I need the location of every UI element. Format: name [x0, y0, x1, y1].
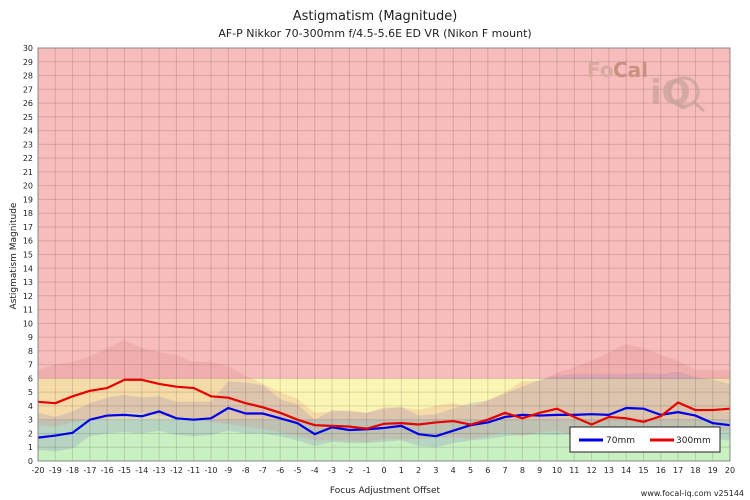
y-tick-25: 25 [23, 113, 33, 122]
y-tick-3: 3 [28, 416, 33, 425]
chart-subtitle: AF-P Nikkor 70-300mm f/4.5-5.6E ED VR (N… [218, 27, 531, 40]
band-70mm [38, 371, 730, 452]
x-tick-3: 3 [433, 466, 438, 475]
y-tick-12: 12 [23, 292, 33, 301]
x-tick-10: 10 [552, 466, 562, 475]
x-tick-20: 20 [725, 466, 735, 475]
legend-label-70mm: 70mm [606, 436, 635, 446]
y-tick-23: 23 [23, 140, 33, 149]
x-tick--9: -9 [224, 466, 232, 475]
y-tick-26: 26 [23, 99, 33, 108]
y-tick-20: 20 [23, 182, 33, 191]
y-tick-27: 27 [23, 85, 33, 94]
x-tick-5: 5 [468, 466, 473, 475]
series-bands [38, 339, 730, 452]
quality-zones [38, 48, 730, 461]
grid-lines [37, 47, 731, 462]
y-tick-8: 8 [28, 347, 33, 356]
x-tick--3: -3 [328, 466, 336, 475]
x-tick-7: 7 [503, 466, 508, 475]
x-tick--8: -8 [242, 466, 250, 475]
x-tick--17: -17 [83, 466, 96, 475]
x-tick--14: -14 [135, 466, 148, 475]
band-300mm [38, 339, 730, 442]
x-tick--10: -10 [204, 466, 217, 475]
y-tick-22: 22 [23, 154, 33, 163]
logo-text-fo: Fo [587, 58, 614, 82]
x-tick--19: -19 [49, 466, 62, 475]
x-tick-12: 12 [587, 466, 597, 475]
y-tick-28: 28 [23, 72, 33, 81]
x-tick--4: -4 [311, 466, 319, 475]
x-tick-2: 2 [416, 466, 421, 475]
x-tick--13: -13 [153, 466, 166, 475]
focal-iq-logo: Fo Cal iQ [587, 58, 706, 113]
y-tick-24: 24 [23, 127, 33, 136]
y-tick-10: 10 [23, 319, 33, 328]
legend-label-300mm: 300mm [676, 436, 711, 446]
y-tick-17: 17 [23, 223, 33, 232]
x-tick-19: 19 [708, 466, 718, 475]
y-tick-0: 0 [28, 457, 33, 466]
x-tick--7: -7 [259, 466, 267, 475]
series-line-70mm [37, 406, 731, 439]
y-tick-18: 18 [23, 209, 33, 218]
x-tick--18: -18 [66, 466, 79, 475]
x-tick--20: -20 [31, 466, 44, 475]
x-axis-ticks: -20 -19 -18 -17 -16 -15 -14 -13 -12 -11 -10 -9 -8 -7-… [31, 466, 735, 475]
y-tick-2: 2 [28, 429, 33, 438]
y-tick-30: 30 [23, 44, 33, 53]
y-tick-21: 21 [23, 168, 33, 177]
logo-text-cal: Cal [613, 58, 648, 82]
series-line-300mm [37, 378, 731, 430]
y-tick-6: 6 [28, 374, 33, 383]
x-tick-4: 4 [451, 466, 456, 475]
x-tick-17: 17 [673, 466, 683, 475]
y-tick-29: 29 [23, 58, 33, 67]
y-axis-ticks: 0123456789101112131415161718192021222324… [23, 44, 33, 466]
x-tick-8: 8 [520, 466, 525, 475]
y-tick-14: 14 [23, 264, 33, 273]
y-tick-4: 4 [28, 402, 33, 411]
x-tick-9: 9 [537, 466, 542, 475]
x-tick-1: 1 [399, 466, 404, 475]
x-tick-15: 15 [638, 466, 648, 475]
y-tick-13: 13 [23, 278, 33, 287]
y-tick-19: 19 [23, 195, 33, 204]
x-tick-16: 16 [656, 466, 666, 475]
chart-title: Astigmatism (Magnitude) [293, 9, 458, 24]
y-tick-5: 5 [28, 388, 33, 397]
x-tick-13: 13 [604, 466, 614, 475]
plot-border [37, 47, 731, 462]
x-tick--6: -6 [276, 466, 284, 475]
y-tick-11: 11 [23, 306, 33, 315]
x-tick--12: -12 [170, 466, 183, 475]
y-tick-15: 15 [23, 251, 33, 260]
legend: 70mm 300mm [569, 426, 721, 453]
x-tick--11: -11 [187, 466, 200, 475]
logo-lens-icon [668, 76, 700, 108]
y-tick-7: 7 [28, 361, 33, 370]
x-tick-18: 18 [690, 466, 700, 475]
x-axis-label: Focus Adjustment Offset [330, 486, 441, 496]
x-tick--1: -1 [363, 466, 371, 475]
zone-2 [38, 48, 730, 379]
y-tick-16: 16 [23, 237, 33, 246]
x-tick--2: -2 [345, 466, 353, 475]
x-tick--5: -5 [294, 466, 302, 475]
x-tick-0: 0 [381, 466, 386, 475]
y-axis-label: Astigmatism Magnitude [9, 202, 19, 309]
plot-area: Fo Cal iQ [37, 47, 731, 462]
y-tick-1: 1 [28, 443, 33, 452]
x-tick--15: -15 [118, 466, 131, 475]
x-tick-11: 11 [569, 466, 579, 475]
footer-credit: www.focal-iq.com v25144 [641, 489, 744, 498]
x-tick-14: 14 [621, 466, 631, 475]
x-tick-6: 6 [485, 466, 490, 475]
series-lines [37, 378, 731, 439]
x-tick--16: -16 [101, 466, 114, 475]
logo-handle-icon [692, 100, 706, 113]
y-tick-9: 9 [28, 333, 33, 342]
